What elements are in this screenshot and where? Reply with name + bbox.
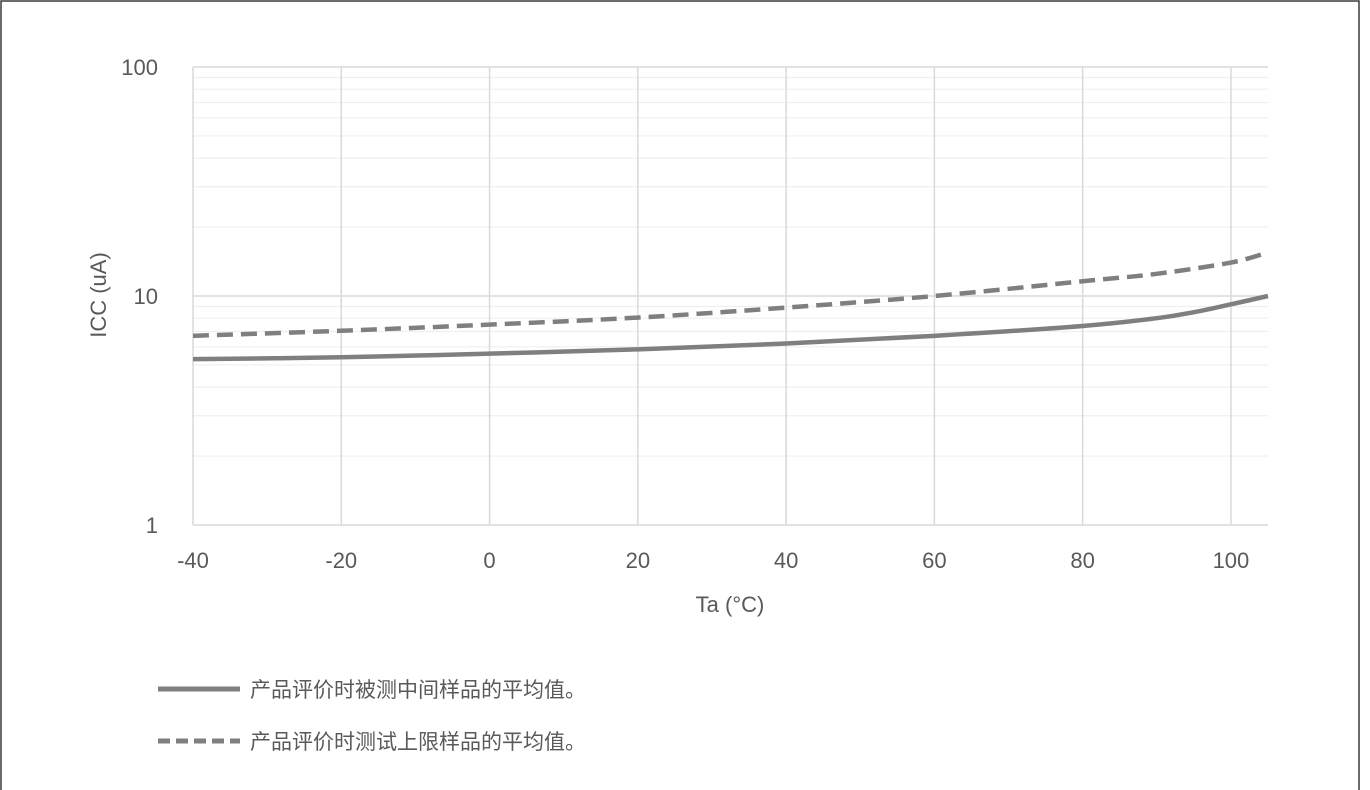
x-tick-label: 60 (922, 548, 946, 573)
y-tick-label: 1 (146, 513, 158, 538)
series-layer (192, 250, 1269, 362)
x-axis-label: Ta (°C) (696, 592, 765, 617)
y-tick-label: 10 (134, 284, 158, 309)
series-line-2 (192, 250, 1269, 339)
x-tick-label: 80 (1070, 548, 1094, 573)
y-tick-labels: 1 10 100 (121, 55, 158, 538)
x-tick-labels: -40 -20 0 20 40 60 80 100 (177, 548, 1249, 573)
axes: -40 -20 0 20 40 60 80 100 1 10 100 Ta (°C) ICC (u… (86, 55, 1268, 617)
legend-label-series-1: 产品评价时被测中间样品的平均值。 (250, 679, 586, 702)
major-gridlines (192, 66, 1268, 525)
legend-label-series-2: 产品评价时测试上限样品的平均值。 (250, 731, 586, 754)
legend: 产品评价时被测中间样品的平均值。 产品评价时测试上限样品的平均值。 (158, 679, 586, 754)
series-line-1 (192, 293, 1269, 362)
x-tick-label: 0 (483, 548, 495, 573)
x-tick-label: -20 (325, 548, 357, 573)
x-tick-label: 40 (774, 548, 798, 573)
x-tick-label: 20 (626, 548, 650, 573)
y-tick-label: 100 (121, 55, 158, 80)
y-axis-label: ICC (uA) (86, 252, 111, 338)
x-tick-label: 100 (1213, 548, 1250, 573)
legend-item-series-2: 产品评价时测试上限样品的平均值。 (158, 731, 586, 754)
plot-area (192, 66, 1269, 525)
legend-item-series-1: 产品评价时被测中间样品的平均值。 (158, 679, 586, 702)
x-tick-label: -40 (177, 548, 209, 573)
